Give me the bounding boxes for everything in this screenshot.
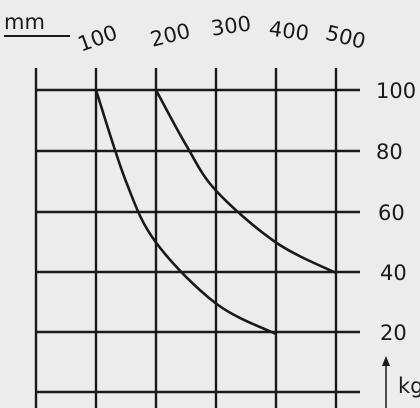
x-unit-label: mm [4, 10, 45, 34]
load-curve-2 [154, 89, 337, 275]
x-tick-label: 400 [267, 16, 310, 45]
x-tick-labels: 100 200 300 400 500 [75, 11, 368, 56]
curves [94, 89, 337, 336]
y-tick-label: 20 [380, 321, 407, 345]
grid [34, 68, 360, 408]
y-tick-labels: 100 80 60 40 20 [376, 79, 416, 345]
y-unit-label: kg [398, 374, 420, 398]
x-tick-label: 200 [148, 19, 193, 52]
x-tick-label: 100 [75, 20, 121, 56]
y-tick-label: 100 [376, 79, 416, 103]
x-tick-label: 300 [210, 11, 253, 40]
y-tick-label: 40 [380, 261, 407, 285]
y-unit-arrow-head [382, 356, 390, 366]
y-tick-label: 80 [376, 140, 403, 164]
y-tick-label: 60 [378, 201, 405, 225]
x-tick-label: 500 [323, 21, 368, 54]
load-curve-1 [94, 89, 277, 336]
